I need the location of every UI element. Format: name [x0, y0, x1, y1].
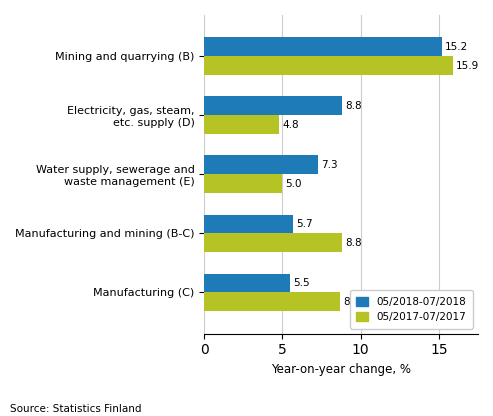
Text: 5.7: 5.7	[296, 219, 313, 229]
Bar	[204, 56, 453, 75]
Text: 8.7: 8.7	[344, 297, 360, 307]
Text: 4.8: 4.8	[282, 120, 299, 130]
Text: 15.9: 15.9	[456, 61, 479, 71]
Bar	[204, 292, 340, 311]
Bar	[204, 37, 442, 56]
Text: Source: Statistics Finland: Source: Statistics Finland	[10, 404, 141, 414]
Bar	[204, 156, 318, 174]
Text: 8.8: 8.8	[345, 238, 362, 248]
Text: 5.5: 5.5	[293, 278, 310, 288]
Text: 5.0: 5.0	[285, 179, 302, 189]
X-axis label: Year-on-year change, %: Year-on-year change, %	[271, 363, 411, 376]
Bar	[204, 215, 293, 233]
Bar	[204, 97, 342, 115]
Text: 7.3: 7.3	[321, 160, 338, 170]
Bar	[204, 115, 280, 134]
Bar	[204, 233, 342, 252]
Legend: 05/2018-07/2018, 05/2017-07/2017: 05/2018-07/2018, 05/2017-07/2017	[350, 290, 473, 329]
Bar	[204, 274, 290, 292]
Bar	[204, 174, 282, 193]
Text: 15.2: 15.2	[445, 42, 468, 52]
Text: 8.8: 8.8	[345, 101, 362, 111]
